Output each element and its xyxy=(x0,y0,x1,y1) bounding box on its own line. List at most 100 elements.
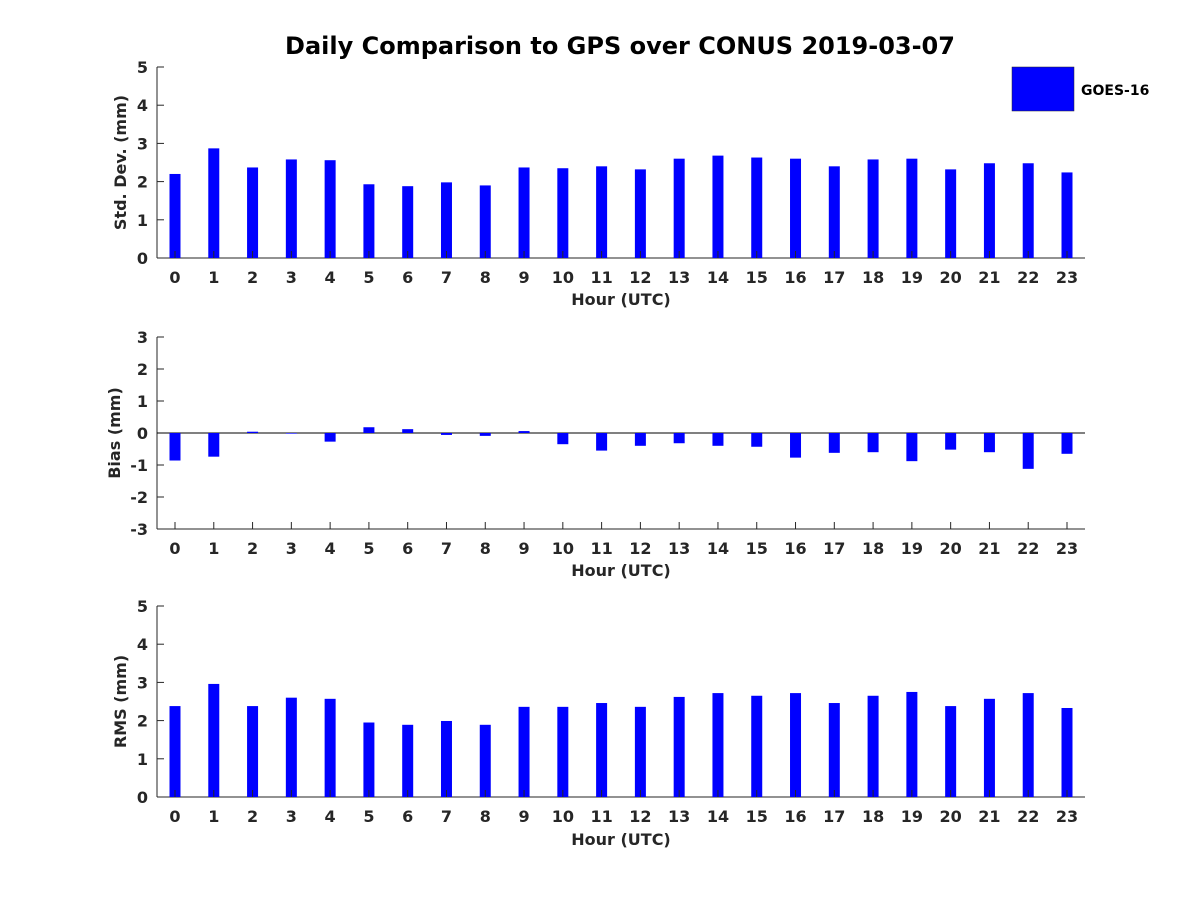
std-y-tick-label: 2 xyxy=(137,173,148,192)
bias-y-tick-label: -1 xyxy=(130,456,148,475)
bias-bar-4 xyxy=(324,433,336,442)
rms-bar-0 xyxy=(169,706,181,797)
bias-x-tick-label: 5 xyxy=(363,539,374,558)
bias-x-tick-label: 23 xyxy=(1056,539,1078,558)
std-x-tick-label: 10 xyxy=(552,268,574,287)
std-x-tick-label: 8 xyxy=(480,268,491,287)
bias-bar-14 xyxy=(712,433,724,446)
rms-x-tick-label: 23 xyxy=(1056,807,1078,826)
rms-bar-4 xyxy=(324,698,336,797)
bias-bar-21 xyxy=(983,433,995,453)
bias-bar-13 xyxy=(673,433,685,444)
bias-bar-18 xyxy=(867,433,879,453)
std-bar-1 xyxy=(208,148,220,258)
rms-bar-2 xyxy=(247,706,259,797)
rms-x-axis-title: Hour (UTC) xyxy=(571,830,671,849)
std-x-tick-label: 23 xyxy=(1056,268,1078,287)
bias-y-tick-label: -3 xyxy=(130,520,148,539)
std-x-tick-label: 1 xyxy=(208,268,219,287)
rms-x-tick-label: 13 xyxy=(668,807,690,826)
std-y-tick-label: 3 xyxy=(137,134,148,153)
bias-y-tick-label: 1 xyxy=(137,392,148,411)
std-bar-11 xyxy=(596,166,608,258)
bias-x-tick-label: 15 xyxy=(746,539,768,558)
rms-x-tick-label: 18 xyxy=(862,807,884,826)
bias-x-tick-label: 2 xyxy=(247,539,258,558)
rms-bar-17 xyxy=(828,703,840,797)
bias-bar-19 xyxy=(906,433,918,462)
std-bar-6 xyxy=(402,186,414,258)
rms-x-tick-label: 8 xyxy=(480,807,491,826)
rms-y-tick-label: 3 xyxy=(137,673,148,692)
rms-x-tick-label: 16 xyxy=(784,807,806,826)
std-x-tick-label: 2 xyxy=(247,268,258,287)
std-bar-17 xyxy=(828,166,840,258)
rms-x-tick-label: 15 xyxy=(746,807,768,826)
bias-x-tick-label: 8 xyxy=(480,539,491,558)
bias-x-tick-label: 19 xyxy=(901,539,923,558)
rms-bar-18 xyxy=(867,695,879,797)
std-bar-19 xyxy=(906,158,918,258)
std-x-tick-label: 22 xyxy=(1017,268,1039,287)
std-bar-3 xyxy=(285,159,297,258)
rms-bar-22 xyxy=(1022,693,1034,797)
rms-bar-3 xyxy=(285,697,297,797)
std-bar-4 xyxy=(324,160,336,258)
rms-x-tick-label: 12 xyxy=(629,807,651,826)
rms-x-tick-label: 21 xyxy=(978,807,1000,826)
std-bar-15 xyxy=(751,157,763,258)
bias-x-tick-label: 9 xyxy=(518,539,529,558)
bias-x-tick-label: 10 xyxy=(552,539,574,558)
rms-bar-13 xyxy=(673,696,685,797)
bias-x-tick-label: 0 xyxy=(169,539,180,558)
bias-bar-8 xyxy=(479,433,491,436)
bias-bar-20 xyxy=(945,433,957,450)
rms-bar-11 xyxy=(596,703,608,797)
rms-x-tick-label: 19 xyxy=(901,807,923,826)
rms-bar-10 xyxy=(557,706,569,797)
bias-bar-2 xyxy=(247,431,259,433)
bias-bar-23 xyxy=(1061,433,1073,454)
std-y-axis-title: Std. Dev. (mm) xyxy=(111,95,130,230)
rms-y-tick-label: 5 xyxy=(137,597,148,616)
bias-bar-10 xyxy=(557,433,569,445)
rms-x-tick-label: 11 xyxy=(590,807,612,826)
legend-label: GOES-16 xyxy=(1081,83,1149,99)
rms-x-tick-label: 0 xyxy=(169,807,180,826)
rms-y-tick-label: 2 xyxy=(137,712,148,731)
bias-y-tick-label: 2 xyxy=(137,360,148,379)
bias-y-tick-label: 0 xyxy=(137,424,148,443)
rms-x-tick-label: 14 xyxy=(707,807,729,826)
std-bar-21 xyxy=(983,163,995,258)
rms-y-axis-title: RMS (mm) xyxy=(111,655,130,748)
figure-title: Daily Comparison to GPS over CONUS 2019-… xyxy=(285,32,955,60)
rms-x-tick-label: 2 xyxy=(247,807,258,826)
legend-swatch xyxy=(1011,66,1075,112)
std-y-tick-label: 4 xyxy=(137,96,148,115)
rms-x-tick-label: 3 xyxy=(286,807,297,826)
rms-bar-9 xyxy=(518,706,530,797)
bias-x-tick-label: 13 xyxy=(668,539,690,558)
std-x-tick-label: 17 xyxy=(823,268,845,287)
legend: GOES-16 xyxy=(1011,66,1149,112)
std-x-tick-label: 16 xyxy=(784,268,806,287)
rms-x-tick-label: 10 xyxy=(552,807,574,826)
bias-x-tick-label: 3 xyxy=(286,539,297,558)
std-y-tick-label: 0 xyxy=(137,249,148,268)
std-bar-9 xyxy=(518,167,530,258)
std-x-tick-label: 15 xyxy=(746,268,768,287)
rms-y-tick-label: 0 xyxy=(137,788,148,807)
std-x-tick-label: 13 xyxy=(668,268,690,287)
rms-x-tick-label: 22 xyxy=(1017,807,1039,826)
bias-bar-9 xyxy=(518,431,530,433)
bias-x-tick-label: 4 xyxy=(325,539,336,558)
std-x-axis-title: Hour (UTC) xyxy=(571,290,671,309)
bias-bar-12 xyxy=(634,433,646,446)
bias-y-tick-label: -2 xyxy=(130,488,148,507)
rms-bar-15 xyxy=(751,695,763,797)
rms-bar-14 xyxy=(712,693,724,797)
bias-x-tick-label: 12 xyxy=(629,539,651,558)
